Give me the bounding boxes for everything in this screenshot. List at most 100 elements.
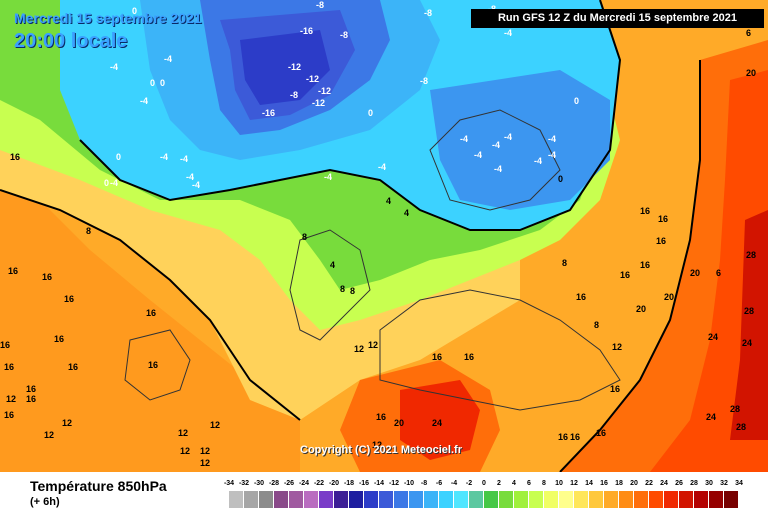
scale-tick-label: -14 <box>373 480 385 487</box>
map-label: 16 <box>68 362 79 372</box>
scale-color-cell <box>274 491 289 508</box>
map-label: 16 <box>26 384 37 394</box>
map-label: 16 <box>8 266 19 276</box>
scale-color-cell <box>424 491 439 508</box>
scale-tick-label: 16 <box>600 480 608 487</box>
color-scale: -34 -32 -30 -28 -26 -24 -22 -20 -18 -16 -14 -12 -10-… <box>222 480 743 510</box>
map-label: 24 <box>742 338 753 348</box>
forecast-date: Mercredi 15 septembre 2021 <box>14 10 202 26</box>
map-label: -4 <box>160 152 169 162</box>
map-label: 12 <box>6 394 17 404</box>
scale-color-cell <box>604 491 619 508</box>
map-label: 16 <box>26 394 37 404</box>
map-label: -8 <box>340 30 349 40</box>
south-hot-zone <box>400 380 480 460</box>
map-label: 28 <box>730 404 741 414</box>
scale-tick-label: -28 <box>268 480 280 487</box>
map-label: -12 <box>288 62 302 72</box>
map-label: 8 <box>594 320 600 330</box>
legend-title: Température 850hPa <box>30 478 167 494</box>
eastern-hot-zone <box>650 70 768 472</box>
map-label: 16 <box>596 428 607 438</box>
map-label: -4 <box>378 162 387 172</box>
scale-tick-label: 12 <box>570 480 578 487</box>
isotherm-zero-line <box>79 0 622 231</box>
atlantic-warm-zone <box>0 60 300 472</box>
map-label: 0 <box>116 152 122 162</box>
scale-tick-label: -22 <box>313 480 325 487</box>
scale-tick-label: 30 <box>705 480 713 487</box>
scale-tick-label: 6 <box>527 480 531 487</box>
scale-color-cell <box>709 491 724 508</box>
scale-color-cell <box>664 491 679 508</box>
scale-color-cell <box>574 491 589 508</box>
scale-color-cell <box>454 491 469 508</box>
scale-tick-label: 20 <box>630 480 638 487</box>
scale-color-cell <box>469 491 484 508</box>
map-label: 16 <box>64 294 75 304</box>
scale-color-cell <box>439 491 454 508</box>
scale-color-cell <box>319 491 334 508</box>
map-label: -4 <box>504 132 513 142</box>
map-label: 4 <box>330 260 336 270</box>
map-label: 16 <box>640 206 651 216</box>
scale-color-cell <box>379 491 394 508</box>
copyright-text: Copyright (C) 2021 Meteociel.fr <box>300 444 462 456</box>
map-label: -4 <box>492 140 501 150</box>
scale-tick-label: 22 <box>645 480 653 487</box>
map-label: 20 <box>664 292 675 302</box>
map-label: 8 <box>340 284 346 294</box>
map-label: 20 <box>636 304 647 314</box>
map-label: 12 <box>200 458 211 468</box>
scale-tick-label: -24 <box>298 480 310 487</box>
scale-color-cell <box>259 491 274 508</box>
scale-tick-label: 26 <box>675 480 683 487</box>
map-label: -4 <box>504 28 513 38</box>
map-label: 28 <box>746 250 757 260</box>
map-label: 16 <box>658 214 669 224</box>
scale-tick-label: -12 <box>388 480 400 487</box>
map-canvas <box>0 0 768 472</box>
scale-tick-label: 4 <box>512 480 516 487</box>
map-label: -8 <box>290 90 299 100</box>
map-label: 4 <box>404 208 410 218</box>
scale-tick-label: 14 <box>585 480 593 487</box>
scale-tick-label: -18 <box>343 480 355 487</box>
map-label: -8 <box>424 8 433 18</box>
scale-color-cell <box>694 491 709 508</box>
isotherm-line <box>0 189 301 421</box>
map-label: 24 <box>706 412 717 422</box>
scale-cells <box>222 491 742 508</box>
map-label: 16 <box>10 152 21 162</box>
map-label: 12 <box>62 418 73 428</box>
scale-color-cell <box>484 491 499 508</box>
map-label: 0 <box>368 108 374 118</box>
map-label: -8 <box>420 76 429 86</box>
map-label: 8 <box>302 232 308 242</box>
map-label: -16 <box>262 108 276 118</box>
scale-tick-label: 10 <box>555 480 563 487</box>
map-label: -4 <box>192 180 201 190</box>
scale-tick-label: -16 <box>358 480 370 487</box>
scale-color-cell <box>349 491 364 508</box>
map-label: -16 <box>300 26 314 36</box>
scandinavia-cold-zone <box>430 70 610 210</box>
map-label: 16 <box>42 272 53 282</box>
map-label: -4 <box>460 134 469 144</box>
scale-color-cell <box>634 491 649 508</box>
scale-tick-label: -34 <box>223 480 235 487</box>
scale-color-cell <box>304 491 319 508</box>
map-label: 16 <box>376 412 387 422</box>
map-label: -4 <box>140 96 149 106</box>
scale-tick-label: 24 <box>660 480 668 487</box>
map-label: 16 <box>4 410 15 420</box>
scale-color-cell <box>724 491 739 508</box>
map-label: 28 <box>736 422 747 432</box>
map-label: 16 <box>558 432 569 442</box>
scale-tick-label: -10 <box>403 480 415 487</box>
map-label: 16 <box>432 352 443 362</box>
scale-labels: -34 -32 -30 -28 -26 -24 -22 -20 -18 -16 -14 -12 -10-… <box>222 480 743 490</box>
scandinavia-coast <box>429 109 561 211</box>
scale-tick-label: -20 <box>328 480 340 487</box>
scale-color-cell <box>529 491 544 508</box>
